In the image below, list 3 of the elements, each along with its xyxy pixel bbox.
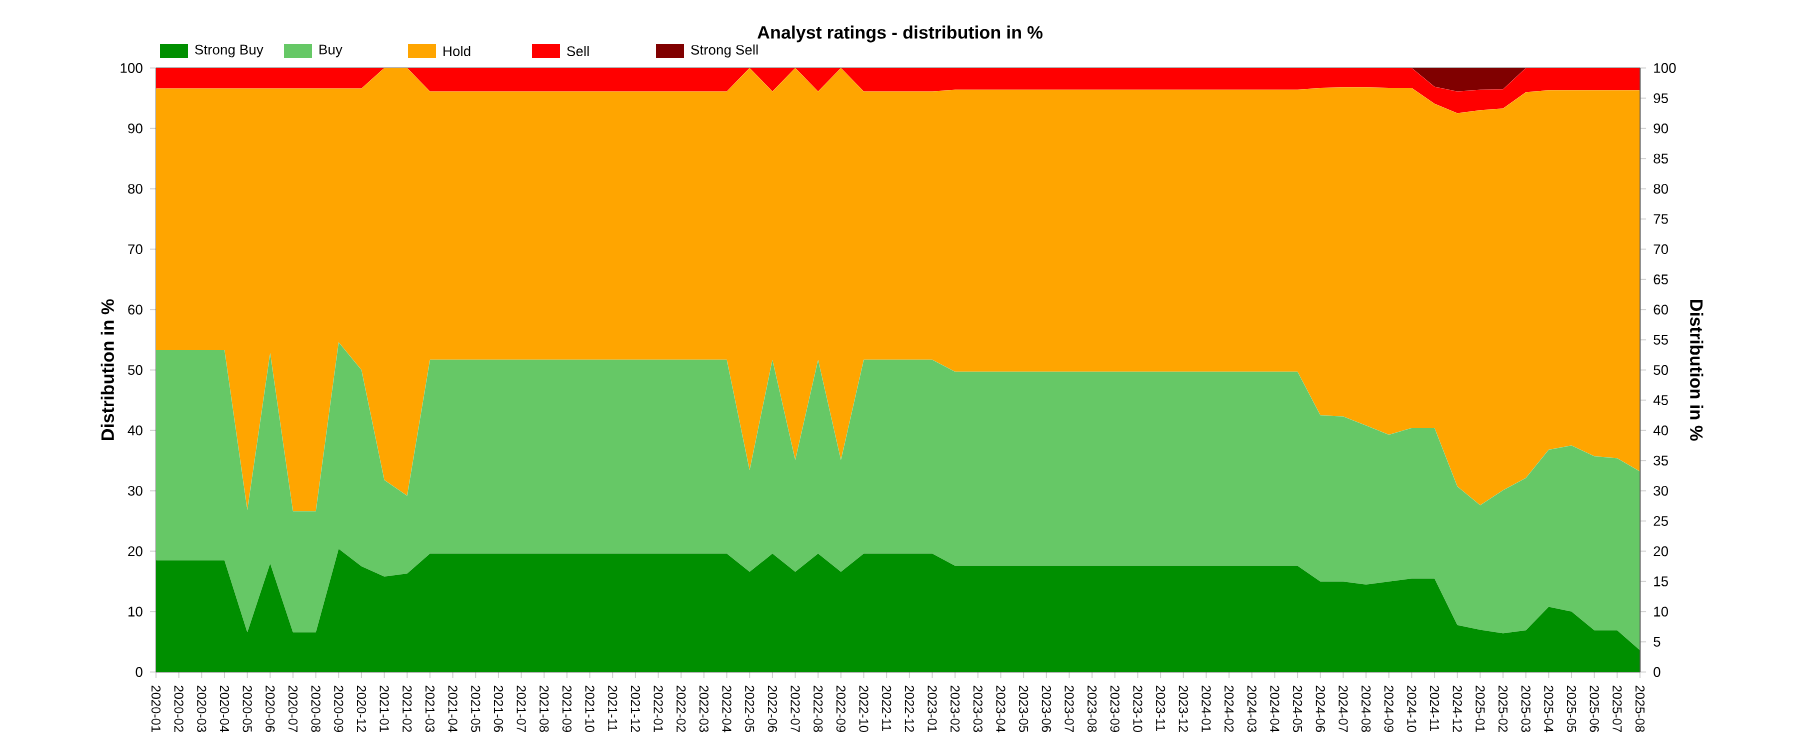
y-axis-title: Distribution in % (100, 299, 115, 441)
chart-title: Analyst ratings - distribution in % (757, 25, 1043, 43)
y2-axis-title: Distribution in % (1690, 299, 1704, 441)
